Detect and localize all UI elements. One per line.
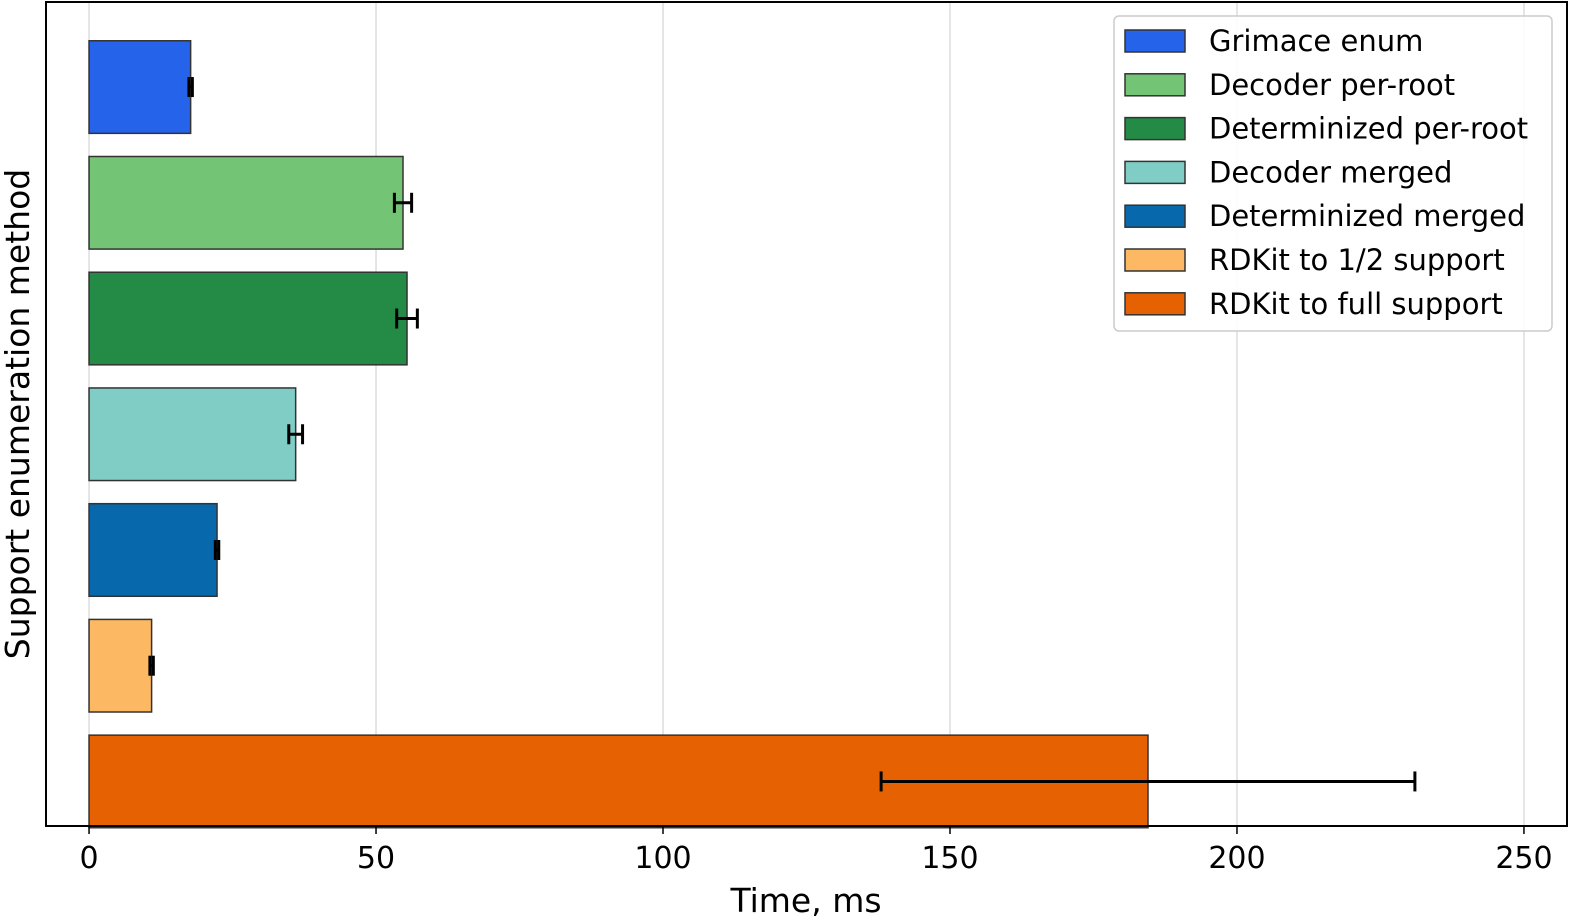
legend-label: Decoder per-root bbox=[1209, 68, 1455, 102]
x-tick-label: 50 bbox=[357, 841, 395, 876]
error-bar bbox=[213, 539, 221, 560]
legend-swatch bbox=[1124, 29, 1186, 53]
legend-label: RDKit to 1/2 support bbox=[1209, 243, 1505, 277]
legend-item: RDKit to full support bbox=[1124, 287, 1503, 321]
legend-swatch bbox=[1124, 116, 1186, 141]
legend-swatch bbox=[1124, 160, 1186, 185]
legend-label: Grimace enum bbox=[1209, 24, 1423, 58]
bar bbox=[88, 387, 297, 482]
error-bar bbox=[148, 655, 155, 676]
error-bar bbox=[392, 192, 414, 213]
error-bar bbox=[879, 771, 1417, 792]
y-axis-label: Support enumeration method bbox=[0, 169, 37, 659]
error-bar bbox=[187, 77, 194, 98]
legend-item: Determinized per-root bbox=[1124, 112, 1528, 146]
x-tick-label: 200 bbox=[1208, 841, 1265, 876]
bar bbox=[88, 40, 192, 135]
x-tick-label: 100 bbox=[634, 841, 691, 876]
legend-swatch bbox=[1124, 292, 1186, 316]
x-axis-ticks: 0 50 100 150 200 250 bbox=[80, 826, 1553, 876]
legend-swatch bbox=[1124, 73, 1186, 97]
legend-item: Decoder merged bbox=[1124, 155, 1452, 189]
legend-label: Determinized per-root bbox=[1209, 112, 1528, 146]
legend-item: RDKit to 1/2 support bbox=[1124, 243, 1505, 277]
legend-item: Determinized merged bbox=[1124, 199, 1525, 233]
legend-item: Decoder per-root bbox=[1124, 68, 1455, 102]
legend: Grimace enum Decoder per-root Determinized… bbox=[1113, 15, 1553, 332]
legend-swatch bbox=[1124, 248, 1186, 272]
bar bbox=[88, 502, 218, 598]
legend-label: Determinized merged bbox=[1209, 199, 1525, 233]
legend-label: Decoder merged bbox=[1209, 155, 1452, 189]
plot-frame bbox=[45, 1, 1568, 827]
bar bbox=[88, 618, 153, 713]
bar bbox=[88, 271, 408, 366]
error-bar bbox=[287, 424, 305, 445]
legend-frame bbox=[1113, 15, 1553, 332]
bars bbox=[88, 40, 1149, 829]
x-tick-label: 250 bbox=[1495, 841, 1552, 876]
legend-item: Grimace enum bbox=[1124, 24, 1423, 58]
legend-label: RDKit to full support bbox=[1209, 287, 1503, 321]
x-axis-label: Time, ms bbox=[729, 881, 881, 920]
error-bars bbox=[148, 77, 1417, 792]
legend-swatch bbox=[1124, 204, 1186, 228]
bar bbox=[88, 155, 404, 250]
x-tick-label: 0 bbox=[80, 841, 99, 876]
x-tick-label: 150 bbox=[921, 841, 978, 876]
error-bar bbox=[395, 308, 419, 329]
